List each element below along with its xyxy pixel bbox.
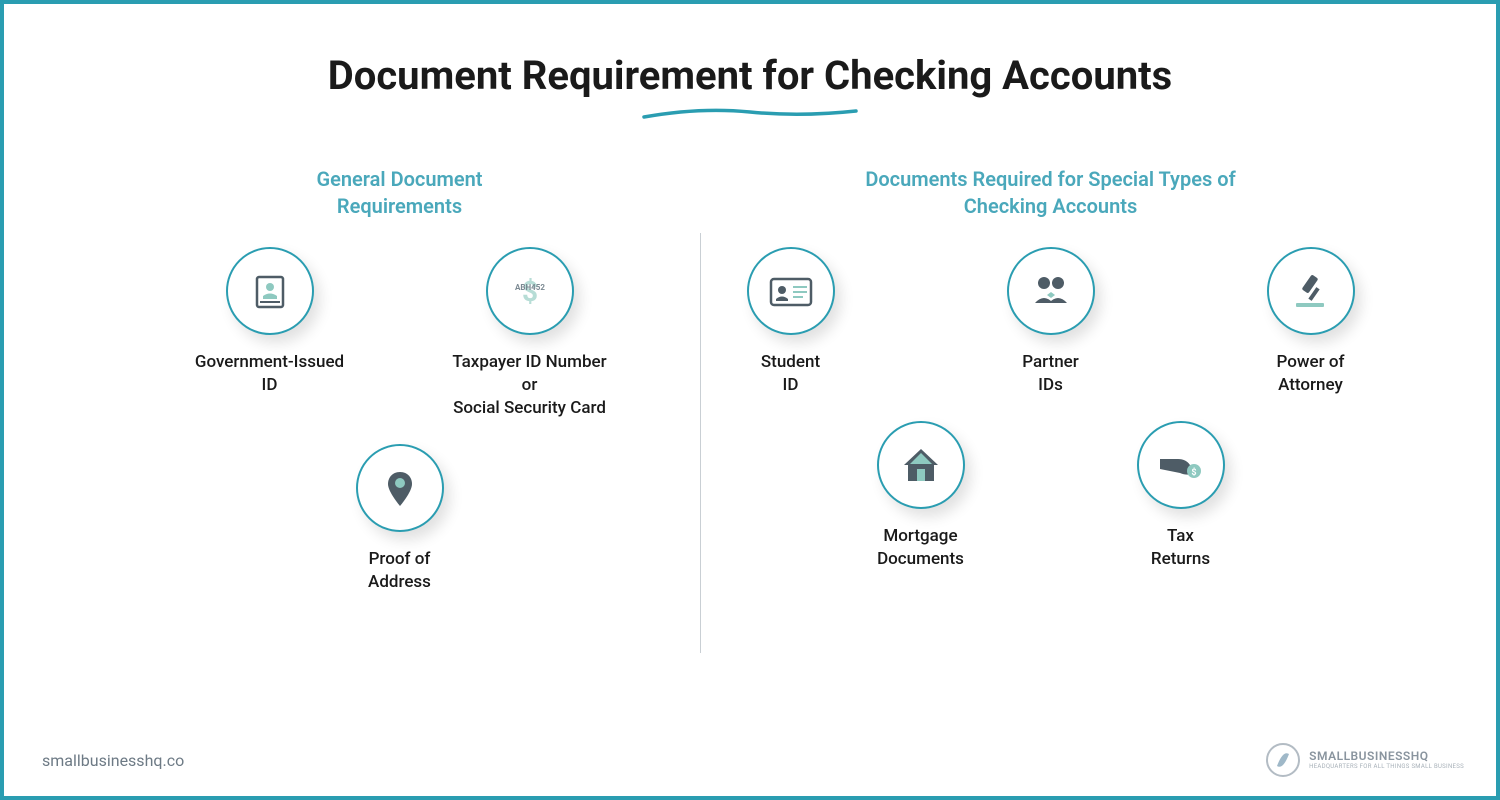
item-tax-returns: $ TaxReturns [1096, 421, 1266, 571]
house-icon [877, 421, 965, 509]
tax-id-badge: ABH452 [515, 283, 545, 292]
item-label: Government-IssuedID [195, 351, 344, 397]
item-partner-ids: PartnerIDs [966, 247, 1136, 397]
svg-text:$: $ [1191, 467, 1196, 478]
title-block: Document Requirement for Checking Accoun… [4, 52, 1496, 123]
section-title-general: General DocumentRequirements [316, 163, 482, 223]
footer-logo-sub: HEADQUARTERS FOR ALL THINGS SMALL BUSINE… [1309, 764, 1464, 770]
item-label: Taxpayer ID Number orSocial Security Car… [445, 351, 615, 420]
title-underline [640, 105, 860, 123]
content-area: General DocumentRequirements Government-… [4, 163, 1496, 653]
row-special-1: StudentID PartnerIDs [706, 247, 1396, 397]
item-taxpayer-id: $ ABH452 Taxpayer ID Number orSocial Sec… [445, 247, 615, 420]
footer-url: smallbusinesshq.co [42, 751, 184, 770]
item-government-id: Government-IssuedID [185, 247, 355, 420]
item-label: Power ofAttorney [1277, 351, 1345, 397]
id-card-icon [226, 247, 314, 335]
section-title-special: Documents Required for Special Types ofC… [865, 163, 1235, 223]
item-label: TaxReturns [1151, 525, 1210, 571]
page-title: Document Requirement for Checking Accoun… [4, 52, 1496, 99]
row-general-1: Government-IssuedID $ ABH452 Taxpayer ID… [185, 247, 615, 420]
item-label: Proof ofAddress [368, 548, 431, 594]
infographic-frame: Document Requirement for Checking Accoun… [0, 0, 1500, 800]
student-id-icon [747, 247, 835, 335]
section-general: General DocumentRequirements Government-… [100, 163, 700, 653]
item-label: MortgageDocuments [877, 525, 964, 571]
row-general-2: Proof ofAddress [315, 444, 485, 594]
item-student-id: StudentID [706, 247, 876, 397]
pin-icon [356, 444, 444, 532]
item-label: StudentID [761, 351, 820, 397]
item-label: PartnerIDs [1022, 351, 1079, 397]
tax-id-icon: $ ABH452 [486, 247, 574, 335]
logo-icon [1265, 742, 1301, 778]
footer-logo: SMALLBUSINESSHQ HEADQUARTERS FOR ALL THI… [1265, 742, 1464, 778]
item-proof-address: Proof ofAddress [315, 444, 485, 594]
row-special-2: MortgageDocuments $ TaxReturns [836, 421, 1266, 571]
partners-icon [1007, 247, 1095, 335]
section-special: Documents Required for Special Types ofC… [701, 163, 1401, 653]
item-power-attorney: Power ofAttorney [1226, 247, 1396, 397]
hand-coin-icon: $ [1137, 421, 1225, 509]
item-mortgage: MortgageDocuments [836, 421, 1006, 571]
gavel-icon [1267, 247, 1355, 335]
footer-logo-main: SMALLBUSINESSHQ [1309, 750, 1464, 762]
